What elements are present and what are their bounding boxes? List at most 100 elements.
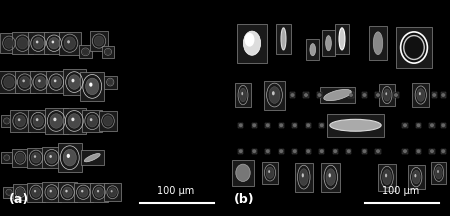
Bar <box>306 149 311 154</box>
Bar <box>10 110 31 132</box>
Ellipse shape <box>71 118 75 121</box>
Ellipse shape <box>111 190 112 192</box>
Ellipse shape <box>320 123 324 127</box>
Bar <box>320 87 355 103</box>
Ellipse shape <box>49 37 59 49</box>
Bar <box>429 123 435 128</box>
Ellipse shape <box>403 123 407 127</box>
Bar <box>63 108 86 134</box>
Ellipse shape <box>266 149 270 153</box>
Ellipse shape <box>67 40 70 43</box>
Ellipse shape <box>4 38 13 48</box>
Ellipse shape <box>318 93 321 97</box>
Ellipse shape <box>81 190 83 192</box>
Ellipse shape <box>50 155 52 158</box>
Ellipse shape <box>104 116 112 126</box>
Bar <box>306 123 311 128</box>
Bar <box>80 72 104 101</box>
Ellipse shape <box>79 187 88 197</box>
Bar <box>104 183 121 201</box>
Ellipse shape <box>385 174 387 177</box>
Ellipse shape <box>238 149 243 153</box>
Bar <box>252 123 257 128</box>
Bar <box>27 183 45 202</box>
Ellipse shape <box>33 37 44 49</box>
Ellipse shape <box>87 115 98 127</box>
Ellipse shape <box>72 79 74 82</box>
Bar <box>1 152 13 163</box>
Ellipse shape <box>7 190 11 194</box>
Ellipse shape <box>373 32 382 55</box>
Bar <box>13 184 28 200</box>
Ellipse shape <box>414 174 416 177</box>
Bar <box>235 83 251 107</box>
Ellipse shape <box>90 118 92 121</box>
Bar <box>46 71 67 93</box>
Ellipse shape <box>54 79 56 82</box>
Bar <box>238 149 243 154</box>
Bar <box>58 143 82 172</box>
Bar <box>28 32 49 54</box>
Bar <box>28 110 49 132</box>
Ellipse shape <box>63 187 72 197</box>
Bar <box>416 149 421 154</box>
Ellipse shape <box>266 123 270 127</box>
Ellipse shape <box>272 91 274 95</box>
Ellipse shape <box>68 75 80 89</box>
Ellipse shape <box>320 149 324 153</box>
Bar <box>375 149 381 154</box>
Ellipse shape <box>83 49 88 55</box>
Ellipse shape <box>324 89 351 101</box>
Ellipse shape <box>238 123 243 127</box>
Ellipse shape <box>64 37 76 49</box>
Ellipse shape <box>306 149 310 153</box>
Bar <box>252 149 257 154</box>
Bar <box>412 83 429 107</box>
Ellipse shape <box>269 87 280 103</box>
Bar <box>362 92 367 98</box>
Ellipse shape <box>376 93 380 97</box>
Bar <box>402 149 408 154</box>
Ellipse shape <box>419 92 421 95</box>
Bar <box>102 46 114 58</box>
Bar <box>12 149 29 167</box>
Ellipse shape <box>304 93 308 97</box>
Bar <box>1 115 13 127</box>
Ellipse shape <box>347 149 351 153</box>
Bar <box>393 92 399 98</box>
Ellipse shape <box>441 93 445 97</box>
Bar <box>408 165 425 189</box>
Bar <box>290 92 295 98</box>
Bar <box>319 123 324 128</box>
Ellipse shape <box>417 149 420 153</box>
Ellipse shape <box>293 123 297 127</box>
Text: (a): (a) <box>9 193 29 206</box>
Ellipse shape <box>412 170 420 184</box>
Ellipse shape <box>89 83 93 87</box>
Bar <box>30 71 50 93</box>
Bar <box>42 182 61 202</box>
Ellipse shape <box>68 114 81 128</box>
Ellipse shape <box>31 152 40 163</box>
Bar <box>99 111 117 131</box>
Ellipse shape <box>394 93 398 97</box>
Bar <box>14 71 35 93</box>
Ellipse shape <box>36 41 38 43</box>
Bar <box>45 108 68 134</box>
Ellipse shape <box>268 170 270 173</box>
Bar <box>63 69 86 95</box>
Ellipse shape <box>38 79 40 82</box>
Ellipse shape <box>50 114 63 128</box>
Ellipse shape <box>4 76 14 88</box>
Ellipse shape <box>417 123 420 127</box>
Ellipse shape <box>241 92 243 95</box>
Bar <box>441 92 446 98</box>
Ellipse shape <box>328 173 331 177</box>
Text: 100 μm: 100 μm <box>157 186 194 196</box>
Bar <box>402 123 408 128</box>
Ellipse shape <box>383 89 391 101</box>
Ellipse shape <box>4 156 9 160</box>
Bar <box>416 123 421 128</box>
Bar <box>262 162 278 184</box>
Ellipse shape <box>51 76 62 88</box>
